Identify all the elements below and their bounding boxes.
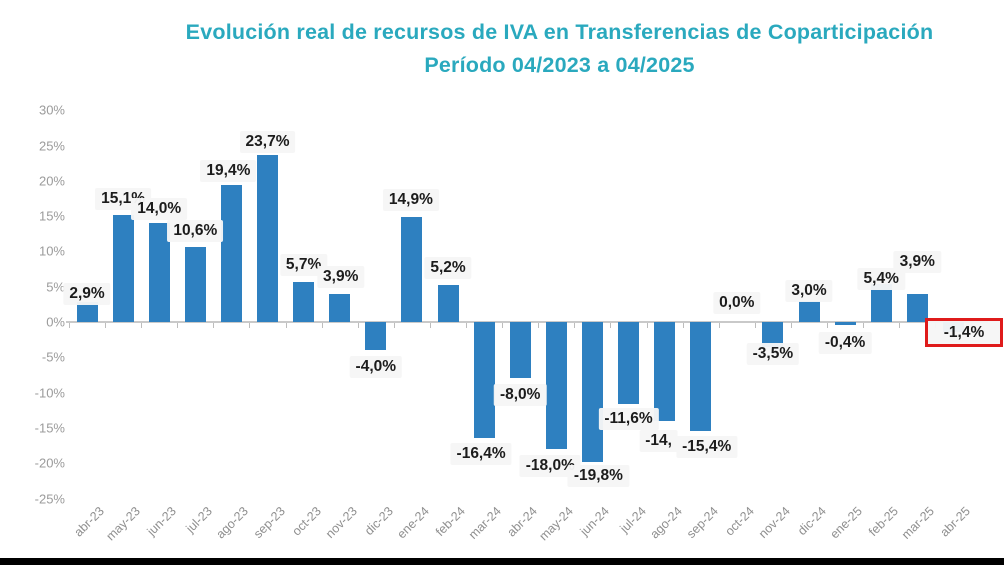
value-label-sep-23: 23,7% xyxy=(239,131,296,153)
x-axis-tick xyxy=(466,323,468,328)
bar-ago-23 xyxy=(220,185,242,322)
y-axis-label: -5% xyxy=(41,349,65,365)
value-label-dic-24: 3,0% xyxy=(785,280,833,302)
bar-nov-24 xyxy=(762,322,784,347)
value-label-jul-24: -11,6% xyxy=(598,408,659,430)
x-axis-tick xyxy=(574,323,576,328)
x-axis-tick xyxy=(610,323,612,328)
value-label-ago-24: -14, xyxy=(639,430,678,452)
chart-title: Evolución real de recursos de IVA en Tra… xyxy=(115,16,1004,83)
x-axis-tick xyxy=(502,323,504,328)
chart-title-line2: Período 04/2023 a 04/2025 xyxy=(424,53,695,78)
bar-feb-25 xyxy=(870,283,892,322)
bar-feb-24 xyxy=(437,285,459,322)
value-label-nov-23: 3,9% xyxy=(317,266,365,288)
y-axis-label: 15% xyxy=(38,208,65,224)
y-axis-label: -25% xyxy=(34,491,65,506)
x-axis-tick xyxy=(249,323,251,328)
value-label-abr-24: -8,0% xyxy=(493,384,547,406)
bar-mar-24 xyxy=(473,322,495,438)
value-label-feb-25: 5,4% xyxy=(857,268,905,290)
bar-ene-25 xyxy=(834,322,856,325)
bar-ene-24 xyxy=(401,216,423,322)
bar-ago-24 xyxy=(654,322,676,421)
y-axis-label: 30% xyxy=(38,102,65,118)
bar-nov-23 xyxy=(329,294,351,322)
value-label-mar-25: 3,9% xyxy=(893,251,941,273)
y-axis-label: 10% xyxy=(38,243,65,259)
x-axis-tick xyxy=(899,323,901,328)
bar-jul-24 xyxy=(618,322,639,404)
x-axis-tick xyxy=(177,323,179,328)
bar-abr-23 xyxy=(76,301,98,322)
x-axis-tick xyxy=(213,323,215,328)
y-axis-label: 25% xyxy=(38,138,65,153)
value-label-nov-24: -3,5% xyxy=(746,343,800,365)
x-axis-tick xyxy=(790,323,792,328)
bar-jul-23 xyxy=(184,247,206,322)
x-axis-tick xyxy=(357,323,359,328)
y-axis-label: -20% xyxy=(34,455,65,471)
y-axis-label: 20% xyxy=(38,173,65,189)
y-axis-label: 0% xyxy=(46,314,65,330)
x-axis-tick xyxy=(285,323,287,328)
value-label-jun-23: 14,0% xyxy=(131,198,188,220)
value-label-mar-24: -16,4% xyxy=(450,443,512,465)
bar-oct-23 xyxy=(293,281,315,322)
x-axis-tick xyxy=(68,323,70,328)
letterbox-bottom xyxy=(0,558,1004,565)
bar-dic-24 xyxy=(798,300,820,322)
value-label-may-24: -18,0% xyxy=(519,455,581,477)
bar-sep-23 xyxy=(257,154,278,322)
bar-may-23 xyxy=(112,215,134,322)
bar-dic-23 xyxy=(365,322,387,351)
x-axis-tick xyxy=(827,323,829,328)
bar-sep-24 xyxy=(690,322,712,431)
chart-title-line1: Evolución real de recursos de IVA en Tra… xyxy=(185,20,934,44)
x-axis-tick xyxy=(141,323,143,328)
x-axis-tick xyxy=(538,323,540,328)
value-label-abr-23: 2,9% xyxy=(63,283,111,305)
value-label-oct-23: 5,7% xyxy=(279,254,328,276)
x-axis-tick xyxy=(863,323,865,328)
value-label-ene-24: 14,9% xyxy=(382,189,439,211)
x-axis-tick xyxy=(321,323,323,328)
bar-abr-24 xyxy=(509,322,531,379)
value-label-feb-24: 5,2% xyxy=(424,257,472,279)
x-axis-tick xyxy=(429,323,431,328)
bar-mar-25 xyxy=(906,294,928,322)
value-label-ene-25: -0,4% xyxy=(818,332,872,354)
y-axis-label: -15% xyxy=(34,420,65,436)
bar-may-24 xyxy=(545,322,567,450)
x-axis-tick xyxy=(393,323,395,328)
bar-jun-24 xyxy=(581,322,603,462)
value-label-sep-24: -15,4% xyxy=(676,436,738,458)
x-axis-tick xyxy=(105,323,107,328)
value-label-oct-24: 0,0% xyxy=(713,292,761,314)
value-label-jul-23: 10,6% xyxy=(167,220,224,242)
y-axis-label: -10% xyxy=(34,385,65,401)
x-axis-tick xyxy=(718,323,720,328)
y-axis-label: 5% xyxy=(46,279,65,295)
value-label-ago-23: 19,4% xyxy=(200,160,257,182)
value-label-jun-24: -19,8% xyxy=(567,465,629,487)
bar-jun-23 xyxy=(148,223,170,322)
x-axis-tick xyxy=(646,323,648,328)
x-axis-tick xyxy=(682,323,684,328)
value-label-dic-23: -4,0% xyxy=(349,356,403,378)
highlighted-value-label-abr-25: -1,4% xyxy=(925,318,1003,347)
x-axis-tick xyxy=(754,323,756,328)
